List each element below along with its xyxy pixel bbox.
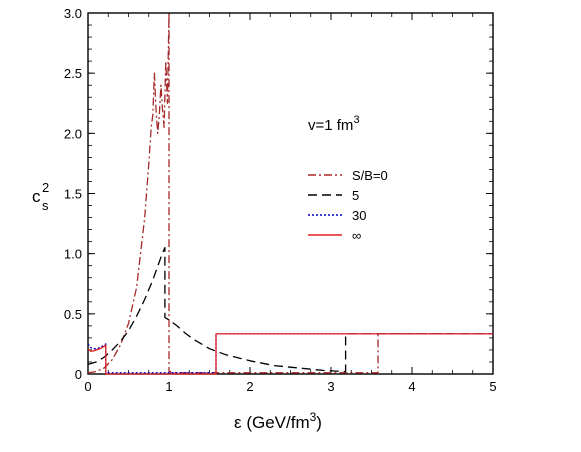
series-line-3 — [87, 333, 493, 375]
x-tick-label: 5 — [489, 379, 496, 394]
series-line-1 — [87, 246, 493, 373]
legend-label-3: ∞ — [352, 228, 361, 243]
y-tick-label: 1.5 — [64, 187, 82, 202]
y-axis-label: c 2 s — [32, 180, 49, 213]
legend-label-1: 5 — [352, 188, 359, 203]
y-tick-label: 2.0 — [64, 126, 82, 141]
y-axis-label-sup: 2 — [42, 180, 49, 195]
x-tick-label: 3 — [327, 379, 334, 394]
ticks: 0 1 2 3 4 5 0 0.5 1.0 1.5 2.0 2.5 3.0 — [64, 6, 497, 394]
x-tick-label: 2 — [246, 379, 253, 394]
series-group — [87, 12, 493, 375]
legend: S/B=0 5 30 ∞ — [308, 168, 388, 243]
annotation-sup: 3 — [353, 114, 359, 126]
y-tick-label: 3.0 — [64, 6, 82, 21]
y-tick-label: 2.5 — [64, 66, 82, 81]
x-axis-label: ε (GeV/fm3) — [234, 410, 322, 432]
y-axis-label-main: c — [32, 187, 41, 206]
series-line-0 — [87, 12, 493, 374]
x-tick-label: 1 — [165, 379, 172, 394]
x-axis-label-end: ) — [316, 413, 322, 432]
x-tick-label: 4 — [408, 379, 415, 394]
y-axis-label-sub: s — [42, 198, 49, 213]
x-axis-label-sup: 3 — [310, 410, 317, 424]
x-tick-label: 0 — [84, 379, 91, 394]
legend-label-2: 30 — [352, 208, 366, 223]
legend-label-0: S/B=0 — [352, 168, 388, 183]
y-tick-label: 0.5 — [64, 307, 82, 322]
annotation: v=1 fm3 — [308, 114, 360, 134]
y-tick-label: 0 — [75, 367, 82, 382]
plot-frame — [87, 12, 494, 375]
y-tick-label: 1.0 — [64, 247, 82, 262]
